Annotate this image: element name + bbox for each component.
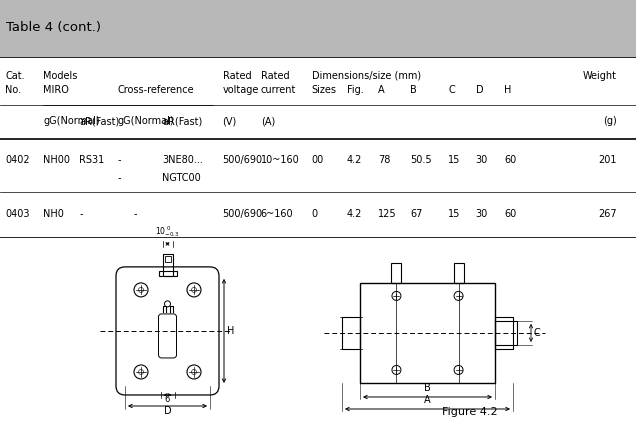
Text: A: A [424, 395, 431, 405]
Text: aR(Fast): aR(Fast) [80, 116, 120, 126]
Text: gG(Normal): gG(Normal) [43, 116, 100, 126]
Text: H: H [504, 85, 512, 95]
Text: 67: 67 [410, 209, 422, 219]
Text: 267: 267 [598, 209, 617, 219]
Text: 78: 78 [378, 155, 391, 165]
Text: $10^{\ 0}_{-0.3}$: $10^{\ 0}_{-0.3}$ [155, 224, 180, 239]
Text: current: current [261, 85, 296, 95]
Text: 30: 30 [476, 155, 488, 165]
Bar [391, 263, 401, 283]
Text: -: - [118, 155, 121, 165]
Text: aR(Fast): aR(Fast) [162, 116, 202, 126]
Bar [495, 317, 513, 349]
Bar [342, 317, 360, 349]
Text: 125: 125 [378, 209, 397, 219]
Bar [163, 254, 172, 276]
Text: 0: 0 [312, 209, 318, 219]
Text: 60: 60 [504, 155, 516, 165]
Text: B: B [424, 383, 431, 393]
Text: Figure 4.2: Figure 4.2 [442, 407, 498, 417]
Text: C: C [448, 85, 455, 95]
Text: 00: 00 [312, 155, 324, 165]
Text: voltage: voltage [223, 85, 259, 95]
Text: Models: Models [43, 71, 78, 81]
Text: C: C [534, 328, 541, 338]
Text: (g): (g) [603, 116, 617, 126]
Text: 60: 60 [504, 209, 516, 219]
Text: MIRO: MIRO [43, 85, 69, 95]
Text: 4.2: 4.2 [347, 209, 362, 219]
Text: B: B [410, 85, 417, 95]
Text: -: - [80, 209, 83, 219]
Text: Weight: Weight [583, 71, 617, 81]
Text: 500/690: 500/690 [223, 209, 263, 219]
Text: NGTC00: NGTC00 [162, 173, 201, 183]
Text: Sizes: Sizes [312, 85, 336, 95]
Text: gG(Normal): gG(Normal) [118, 116, 174, 126]
Bar [453, 263, 464, 283]
Text: (V): (V) [223, 116, 237, 126]
Text: Fig.: Fig. [347, 85, 363, 95]
Text: 15: 15 [448, 155, 460, 165]
Text: 3NE80...: 3NE80... [162, 155, 203, 165]
Bar [360, 283, 495, 383]
Text: Rated: Rated [261, 71, 289, 81]
Text: Rated: Rated [223, 71, 251, 81]
Text: -: - [134, 209, 137, 219]
Text: 50.5: 50.5 [410, 155, 432, 165]
Bar [165, 256, 170, 262]
Text: 4.2: 4.2 [347, 155, 362, 165]
Text: 500/690: 500/690 [223, 155, 263, 165]
Text: Dimensions/size (mm): Dimensions/size (mm) [312, 71, 421, 81]
Text: -: - [118, 173, 121, 183]
Text: NH0: NH0 [43, 209, 64, 219]
Text: D: D [163, 406, 171, 416]
Text: (A): (A) [261, 116, 275, 126]
Text: Cross-reference: Cross-reference [118, 85, 194, 95]
Text: 6~160: 6~160 [261, 209, 293, 219]
Text: 0403: 0403 [5, 209, 30, 219]
Text: A: A [378, 85, 385, 95]
Text: 201: 201 [598, 155, 617, 165]
Text: 10~160: 10~160 [261, 155, 300, 165]
Text: Cat.: Cat. [5, 71, 25, 81]
Text: H: H [227, 326, 235, 336]
Text: 15: 15 [448, 209, 460, 219]
Text: No.: No. [5, 85, 21, 95]
Text: 0402: 0402 [5, 155, 30, 165]
Text: D: D [476, 85, 483, 95]
Bar [158, 271, 177, 276]
Text: NH00: NH00 [43, 155, 70, 165]
Text: RS31: RS31 [80, 155, 105, 165]
Bar [495, 321, 517, 345]
Text: Table 4 (cont.): Table 4 (cont.) [6, 21, 101, 34]
Text: 6: 6 [165, 395, 170, 405]
Text: 30: 30 [476, 209, 488, 219]
